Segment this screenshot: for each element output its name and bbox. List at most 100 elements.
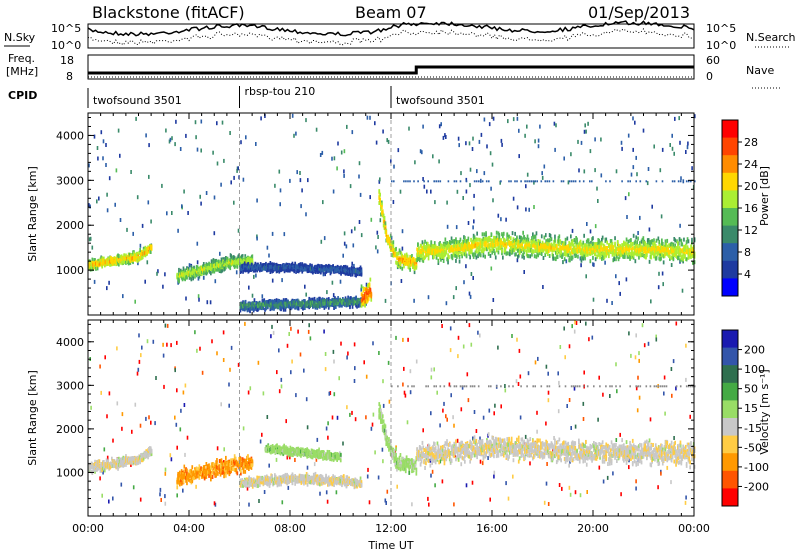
echo-cell (554, 239, 556, 243)
echo-cell (614, 242, 616, 246)
noise-cell (513, 197, 515, 201)
noise-cell (282, 500, 284, 504)
noise-cell (105, 143, 107, 147)
noise-cell (518, 382, 520, 386)
noise-cell (504, 384, 506, 388)
noise-cell (150, 421, 152, 425)
noise-cell (367, 468, 369, 472)
noise-cell (200, 149, 202, 153)
noise-cell (256, 237, 258, 241)
noise-cell (382, 448, 384, 452)
echo-cell (678, 256, 680, 260)
noise-cell (420, 149, 422, 153)
echo-cell (483, 232, 485, 236)
noise-cell (518, 154, 520, 158)
noise-cell (346, 244, 348, 248)
noise-cell (590, 149, 592, 153)
noise-cell (662, 272, 664, 276)
noise-cell (177, 229, 179, 233)
streak-cell (413, 180, 415, 182)
noise-cell (371, 427, 373, 431)
noise-cell (628, 134, 630, 138)
noise-cell (494, 404, 496, 408)
noise-cell (628, 192, 630, 196)
noise-cell (369, 116, 371, 120)
noise-cell (545, 422, 547, 426)
noise-cell (359, 161, 361, 165)
noise-cell (268, 464, 270, 468)
noise-cell (358, 175, 360, 179)
noise-cell (354, 379, 356, 383)
noise-cell (467, 372, 469, 376)
noise-cell (346, 405, 348, 409)
noise-cell (616, 438, 618, 442)
nave-tick-low: 0 (706, 70, 713, 83)
noise-cell (248, 286, 250, 290)
freq-label-1: Freq. (8, 52, 35, 65)
noise-cell (135, 117, 137, 121)
noise-cell (639, 216, 641, 220)
echo-cell (649, 260, 651, 264)
noise-cell (560, 345, 562, 349)
echo-cell (476, 237, 478, 241)
cpid-segment-label: twofsound 3501 (396, 94, 485, 107)
echo-cell (666, 239, 668, 243)
noise-cell (120, 218, 122, 222)
echo-cell (560, 250, 562, 254)
noise-cell (369, 195, 371, 199)
noise-cell (633, 165, 635, 169)
noise-cell (584, 130, 586, 134)
streak-cell (456, 180, 458, 182)
noise-cell (525, 207, 527, 211)
echo-cell (565, 238, 567, 242)
echo-cell (428, 256, 430, 260)
noise-cell (584, 123, 586, 127)
noise-cell (679, 141, 681, 145)
noise-cell (539, 125, 541, 129)
streak-cell (662, 180, 664, 182)
noise-cell (165, 129, 167, 133)
noise-cell (434, 200, 436, 204)
echo-cell (512, 231, 514, 235)
noise-cell (304, 285, 306, 289)
noise-cell (492, 163, 494, 167)
echo-cell (399, 248, 401, 252)
noise-cell (371, 218, 373, 222)
noise-cell (340, 280, 342, 284)
noise-cell (243, 178, 245, 182)
noise-cell (534, 139, 536, 143)
noise-cell (559, 483, 561, 487)
nsearch-label: N.Search (746, 31, 796, 44)
noise-cell (153, 340, 155, 344)
noise-cell (604, 261, 606, 265)
noise-cell (295, 132, 297, 136)
noise-cell (272, 279, 274, 283)
echo-cell (617, 240, 619, 244)
noise-cell (461, 407, 463, 411)
noise-cell (300, 178, 302, 182)
noise-cell (351, 411, 353, 415)
streak-cell (563, 180, 565, 182)
noise-cell (484, 118, 486, 122)
noise-cell (470, 295, 472, 299)
noise-cell (635, 156, 637, 160)
echo-cell (178, 268, 180, 272)
noise-cell (287, 344, 289, 348)
noise-cell (176, 446, 178, 450)
streak-cell (532, 180, 534, 182)
echo-cell (480, 253, 482, 257)
echo-cell (614, 236, 616, 240)
streak-cell (635, 180, 637, 182)
echo-cell (474, 235, 476, 239)
noise-cell (180, 427, 182, 431)
echo-cell (495, 239, 497, 243)
streak-cell (438, 180, 440, 182)
y-tick-label: 1000 (56, 264, 84, 277)
noise-cell (307, 425, 309, 429)
noise-cell (590, 229, 592, 233)
echo-cell (592, 256, 594, 260)
noise-cell (238, 229, 240, 233)
streak-cell (561, 180, 563, 182)
echo-cell (497, 238, 499, 242)
noise-cell (380, 218, 382, 222)
